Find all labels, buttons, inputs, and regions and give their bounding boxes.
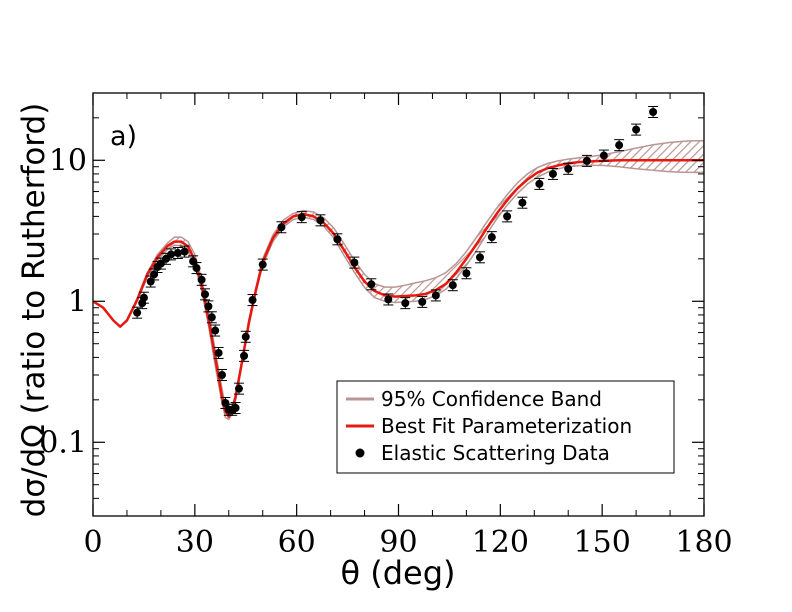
- data-point: [231, 404, 240, 413]
- data-point: [401, 299, 410, 308]
- legend: 95% Confidence Band Best Fit Parameteriz…: [336, 380, 675, 474]
- data-point: [582, 156, 591, 165]
- data-point: [133, 308, 142, 317]
- confidence-band-layer: [93, 139, 704, 421]
- data-point: [462, 269, 471, 278]
- legend-label-band: 95% Confidence Band: [381, 387, 602, 411]
- data-point: [180, 247, 189, 256]
- confidence-band: [93, 139, 704, 421]
- data-point: [189, 257, 198, 266]
- legend-box: [336, 380, 675, 474]
- x-tick-label: 180: [675, 525, 732, 560]
- data-point: [487, 233, 496, 242]
- data-point: [258, 260, 267, 269]
- data-point: [240, 351, 249, 360]
- data-point: [167, 250, 176, 259]
- data-point: [197, 275, 206, 284]
- data-point: [217, 371, 226, 379]
- data-point: [221, 398, 230, 407]
- data-point: [234, 384, 243, 393]
- data-point: [173, 248, 182, 257]
- data-point: [316, 216, 325, 225]
- data-points-layer: [132, 105, 659, 416]
- data-point: [518, 198, 527, 207]
- x-tick-label: 90: [379, 525, 417, 560]
- data-point: [211, 326, 220, 335]
- y-tick-label: 10: [49, 143, 87, 178]
- panel-label: a): [110, 121, 137, 152]
- data-point: [384, 295, 393, 304]
- data-point: [214, 348, 223, 357]
- data-point: [431, 291, 440, 300]
- data-point: [277, 223, 286, 232]
- data-point: [548, 169, 557, 178]
- data-point: [632, 125, 641, 134]
- data-point: [146, 277, 155, 286]
- data-point: [192, 264, 201, 273]
- data-point: [535, 179, 544, 188]
- data-point: [649, 107, 658, 116]
- x-tick-label: 150: [574, 525, 631, 560]
- data-point: [207, 313, 216, 322]
- data-point: [204, 302, 213, 311]
- y-tick-label: 1: [68, 284, 87, 319]
- x-axis-title: θ (deg): [340, 554, 455, 592]
- legend-point-swatch: [355, 448, 365, 458]
- data-point: [150, 270, 159, 279]
- data-point: [248, 296, 257, 305]
- data-point: [241, 332, 250, 341]
- x-tick-label: 120: [472, 525, 529, 560]
- data-point: [615, 141, 624, 150]
- data-point: [503, 212, 512, 221]
- y-axis-title: dσ/dΩ (ratio to Rutherford): [16, 103, 52, 518]
- data-point: [418, 297, 427, 306]
- data-point: [448, 281, 457, 290]
- data-point: [475, 253, 484, 262]
- data-point: [564, 164, 573, 173]
- x-tick-label: 0: [83, 525, 102, 560]
- x-tick-label: 30: [176, 525, 214, 560]
- legend-label-data: Elastic Scattering Data: [381, 441, 610, 465]
- data-point: [333, 235, 342, 244]
- legend-label-fit: Best Fit Parameterization: [381, 414, 632, 438]
- data-point: [156, 259, 165, 268]
- data-point: [139, 293, 148, 302]
- data-point: [599, 151, 608, 160]
- y-tick-label: 0.1: [39, 425, 87, 460]
- data-point: [297, 213, 306, 222]
- x-tick-label: 60: [278, 525, 316, 560]
- data-point: [350, 258, 359, 267]
- ticks-layer: 0 30 60 90 120 150 180 0.1 1 10: [39, 92, 733, 560]
- data-point: [201, 290, 210, 299]
- data-point: [367, 280, 376, 289]
